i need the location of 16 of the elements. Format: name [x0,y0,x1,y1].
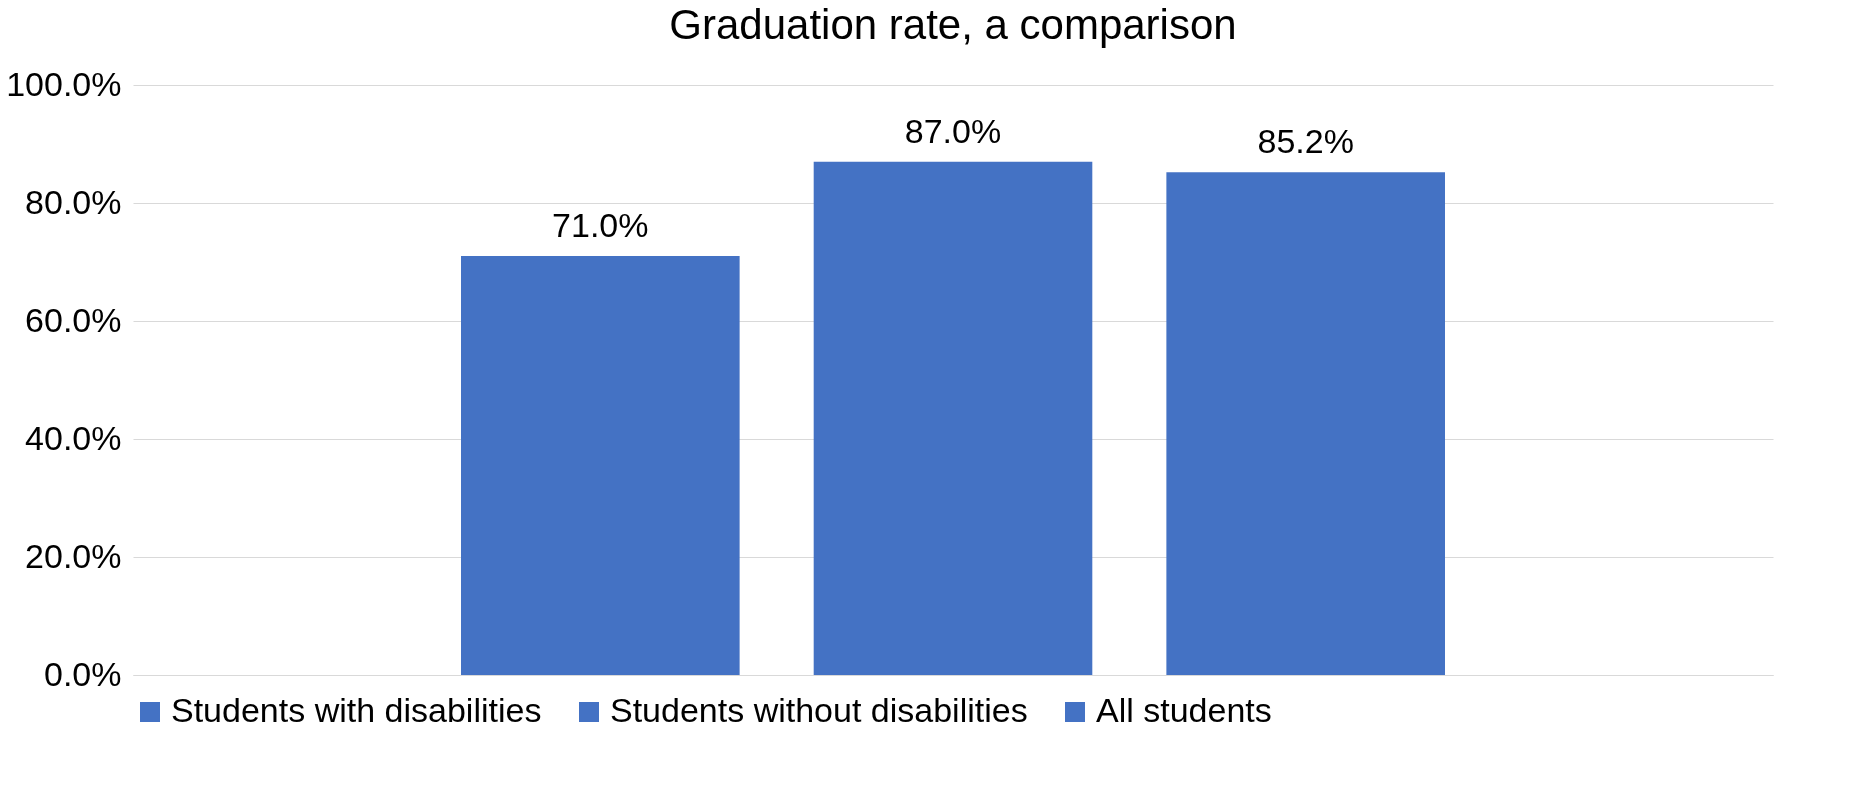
y-tick-label: 60.0% [25,300,122,339]
bar [813,161,1093,675]
data-label: 71.0% [552,206,649,245]
y-tick-label: 40.0% [25,418,122,457]
y-tick-label: 80.0% [25,182,122,221]
y-tick-label: 20.0% [25,536,122,575]
legend-label: All students [1096,691,1272,729]
data-label: 85.2% [1257,122,1354,161]
data-label: 87.0% [904,111,1002,150]
y-tick-label: 0.0% [44,654,122,693]
legend-label: Students with disabilities [171,691,542,729]
bar [461,256,740,675]
legend-label: Students without disabilities [610,691,1028,729]
y-tick-label: 100.0% [6,64,122,103]
bar [1166,172,1445,675]
chart-title: Graduation rate, a comparison [669,1,1237,48]
